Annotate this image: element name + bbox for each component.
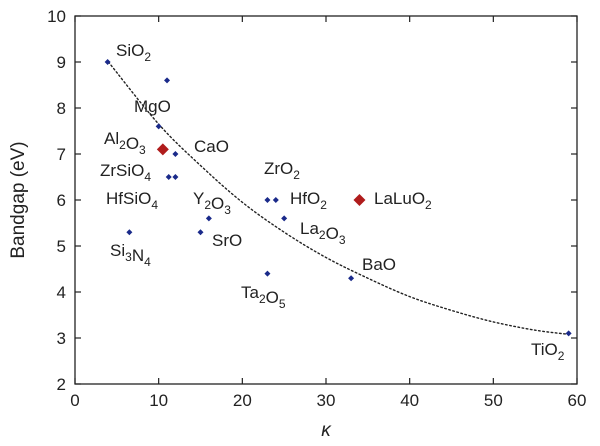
y-tick-label: 9: [57, 53, 66, 72]
label-subscript: 2: [293, 168, 300, 182]
label-subscript: 2: [144, 50, 151, 64]
trend-line-group: [107, 61, 570, 336]
label-main-text: HfO: [290, 189, 320, 208]
label-subscript: 2: [425, 198, 432, 212]
data-point-label: HfO2: [290, 189, 327, 212]
data-point: [565, 330, 572, 337]
label-main-text: ZrSiO: [100, 161, 144, 180]
x-tick-label: 50: [484, 391, 503, 410]
y-tick-label: 6: [57, 191, 66, 210]
data-point-label: TiO2: [531, 340, 565, 363]
x-tick-label: 0: [70, 391, 79, 410]
x-axis-title: κ: [321, 420, 332, 441]
data-point: [172, 151, 179, 157]
data-point-label: BaO: [362, 255, 396, 274]
label-main-text: SiO: [116, 41, 144, 60]
label-main-text: TiO: [531, 340, 558, 359]
y-tick-label: 7: [57, 145, 66, 164]
data-point-label: Ta2O5: [241, 283, 286, 311]
label-main-text: HfSiO: [106, 189, 151, 208]
label-subscript: 5: [279, 297, 286, 311]
label-main-text: ZrO: [264, 159, 293, 178]
label-main-text: Si: [110, 241, 125, 260]
data-point-highlight: [353, 194, 366, 206]
label-subscript: 2: [558, 349, 565, 363]
trend-line: [107, 61, 570, 336]
label-main-text: BaO: [362, 255, 396, 274]
label-main-text: Y: [193, 189, 204, 208]
label-subscript: 2: [319, 228, 326, 242]
label-main-text: N: [132, 246, 144, 265]
data-point: [104, 59, 111, 65]
data-point: [164, 77, 171, 84]
data-point-label: HfSiO4: [106, 189, 158, 212]
data-point: [264, 270, 271, 277]
y-tick-label: 5: [57, 237, 66, 256]
x-tick-label: 20: [233, 391, 252, 410]
data-point: [155, 123, 162, 130]
label-subscript: 2: [320, 198, 327, 212]
label-subscript: 2: [204, 198, 211, 212]
data-point-label: LaLuO2: [374, 189, 432, 212]
data-point: [172, 174, 179, 180]
label-main-text: CaO: [194, 137, 229, 156]
data-point: [126, 229, 133, 236]
y-tick-label: 8: [57, 99, 66, 118]
data-point: [165, 174, 172, 180]
data-point-label: SiO2: [116, 41, 151, 64]
data-point-label: ZrO2: [264, 159, 300, 182]
label-main-text: O: [266, 288, 279, 307]
label-main-text: La: [300, 219, 319, 238]
label-main-text: LaLuO: [374, 189, 425, 208]
x-tick-label: 30: [317, 391, 336, 410]
data-point-label: CaO: [194, 137, 229, 156]
label-main-text: O: [126, 134, 139, 153]
data-point-label: Al2O3: [104, 129, 146, 157]
label-subscript: 3: [125, 250, 132, 264]
label-subscript: 4: [144, 255, 151, 269]
y-tick-label: 10: [47, 7, 66, 26]
data-point: [197, 229, 204, 236]
data-point-label: Y2O3: [193, 189, 231, 217]
label-main-text: Ta: [241, 283, 260, 302]
data-point-label: Si3N4: [110, 241, 151, 269]
label-subscript: 3: [139, 143, 146, 157]
label-main-text: SrO: [212, 231, 242, 250]
data-point: [348, 275, 355, 282]
data-point-label: SrO: [212, 231, 242, 250]
data-point-label: ZrSiO4: [100, 161, 151, 184]
y-tick-label: 3: [57, 329, 66, 348]
x-tick-label: 60: [568, 391, 587, 410]
label-subscript: 3: [339, 233, 346, 247]
y-tick-label: 2: [57, 375, 66, 394]
data-point-highlight: [156, 143, 169, 156]
data-point-label: MgO: [134, 97, 171, 116]
label-subscript: 4: [144, 170, 151, 184]
label-main-text: Al: [104, 129, 119, 148]
data-points-group: [104, 59, 572, 337]
label-subscript: 4: [151, 198, 158, 212]
y-axis-title: Bandgap (eV): [8, 141, 29, 258]
y-tick-label: 4: [57, 283, 66, 302]
label-subscript: 3: [224, 203, 231, 217]
data-point-label: La2O3: [300, 219, 346, 247]
label-main-text: O: [211, 194, 224, 213]
label-main-text: O: [326, 224, 339, 243]
label-subscript: 2: [119, 138, 126, 152]
data-point: [205, 215, 212, 222]
data-point: [281, 215, 288, 222]
data-point: [272, 197, 279, 203]
data-point: [264, 197, 271, 203]
label-main-text: MgO: [134, 97, 171, 116]
label-subscript: 2: [259, 292, 266, 306]
x-tick-label: 40: [400, 391, 419, 410]
x-tick-label: 10: [149, 391, 168, 410]
